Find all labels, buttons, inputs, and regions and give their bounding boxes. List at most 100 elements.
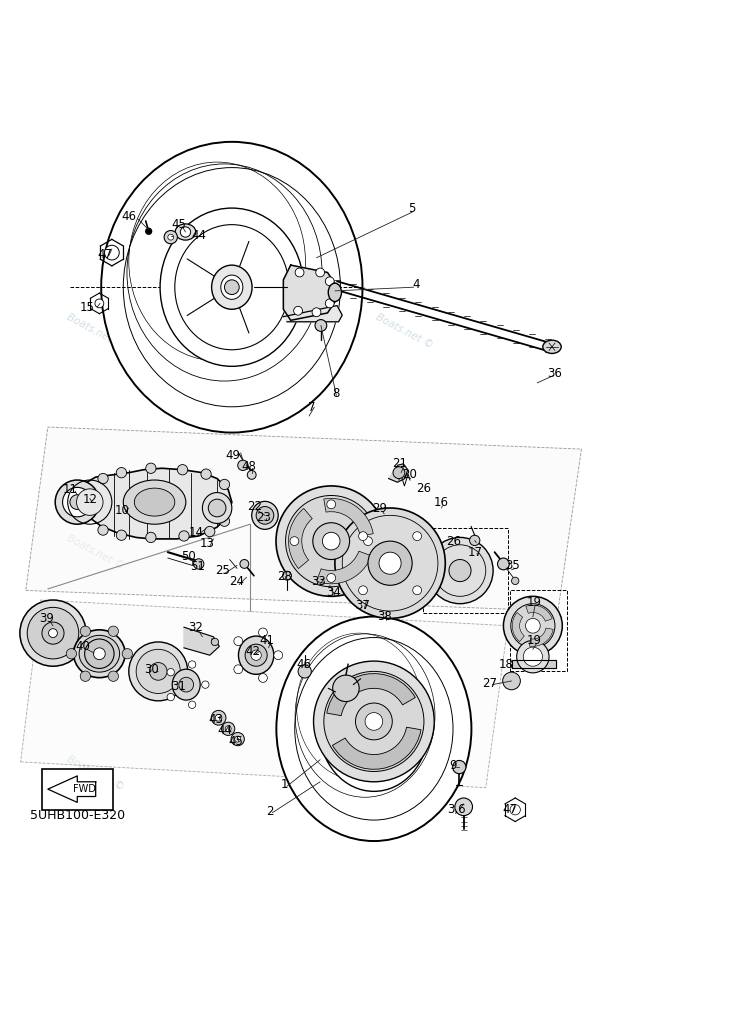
Text: Boats.net ©: Boats.net © — [66, 532, 126, 571]
Circle shape — [295, 268, 304, 277]
Text: 13: 13 — [200, 536, 215, 550]
Circle shape — [177, 464, 188, 474]
Circle shape — [167, 669, 174, 676]
Circle shape — [188, 660, 196, 669]
Ellipse shape — [252, 501, 278, 529]
Ellipse shape — [221, 275, 243, 300]
Circle shape — [365, 712, 383, 731]
Circle shape — [368, 542, 412, 585]
Wedge shape — [512, 613, 524, 641]
Circle shape — [208, 499, 226, 517]
Circle shape — [179, 678, 194, 692]
Circle shape — [298, 664, 311, 678]
Circle shape — [315, 320, 327, 331]
Circle shape — [80, 626, 91, 636]
Ellipse shape — [79, 635, 119, 673]
Text: 8: 8 — [333, 387, 340, 400]
Circle shape — [245, 644, 267, 666]
Wedge shape — [316, 552, 372, 584]
Circle shape — [258, 628, 267, 637]
Circle shape — [512, 577, 519, 584]
Wedge shape — [526, 606, 552, 621]
Ellipse shape — [238, 636, 274, 675]
Text: 34: 34 — [326, 586, 341, 599]
Circle shape — [453, 760, 466, 774]
Circle shape — [211, 710, 226, 725]
Text: 48: 48 — [241, 459, 256, 472]
Circle shape — [510, 805, 520, 815]
Circle shape — [194, 559, 204, 569]
Circle shape — [335, 508, 445, 619]
Circle shape — [503, 596, 562, 655]
Text: 40: 40 — [76, 640, 91, 653]
Wedge shape — [529, 628, 553, 646]
Circle shape — [324, 672, 424, 771]
Circle shape — [224, 279, 239, 295]
Circle shape — [313, 522, 350, 560]
Circle shape — [167, 693, 174, 701]
Circle shape — [180, 227, 191, 237]
Text: 29: 29 — [372, 502, 387, 515]
Text: 12: 12 — [82, 494, 97, 506]
Circle shape — [234, 637, 243, 645]
Circle shape — [358, 531, 367, 541]
Bar — [423, 528, 508, 613]
Circle shape — [116, 467, 127, 478]
Circle shape — [413, 531, 422, 541]
Circle shape — [523, 647, 542, 666]
Text: Boats.net ©: Boats.net © — [375, 754, 435, 792]
Circle shape — [358, 586, 367, 594]
Text: 36: 36 — [547, 367, 562, 380]
Text: 45: 45 — [171, 218, 186, 232]
Circle shape — [93, 648, 105, 659]
Text: 5: 5 — [408, 202, 416, 215]
Circle shape — [355, 703, 392, 740]
Text: 46: 46 — [297, 658, 311, 672]
Text: 26: 26 — [416, 482, 431, 495]
Text: 46: 46 — [121, 210, 136, 224]
Circle shape — [449, 560, 471, 581]
Text: 30: 30 — [144, 663, 159, 677]
Text: 43: 43 — [208, 713, 223, 725]
Text: 7: 7 — [308, 400, 316, 414]
Circle shape — [378, 509, 387, 517]
Polygon shape — [74, 468, 232, 538]
Circle shape — [122, 648, 132, 659]
Ellipse shape — [332, 681, 417, 777]
Circle shape — [393, 466, 405, 479]
Circle shape — [116, 530, 127, 541]
Ellipse shape — [74, 630, 125, 678]
Circle shape — [70, 495, 85, 509]
Circle shape — [238, 460, 248, 470]
Circle shape — [327, 573, 336, 582]
Circle shape — [146, 229, 152, 235]
Text: 25: 25 — [216, 564, 230, 577]
Text: 22: 22 — [247, 500, 262, 513]
Text: 51: 51 — [190, 561, 205, 573]
Text: 47: 47 — [503, 804, 517, 816]
Circle shape — [517, 640, 549, 673]
Circle shape — [322, 532, 340, 550]
Text: 3,6: 3,6 — [447, 804, 466, 816]
Polygon shape — [283, 306, 342, 322]
Circle shape — [179, 530, 189, 542]
Text: 9: 9 — [450, 759, 457, 772]
Circle shape — [77, 489, 103, 515]
Text: 21: 21 — [392, 457, 407, 470]
Circle shape — [80, 671, 91, 682]
Text: 41: 41 — [260, 634, 275, 647]
Circle shape — [256, 507, 274, 524]
Text: 18: 18 — [499, 658, 514, 672]
Circle shape — [225, 725, 231, 732]
Circle shape — [63, 488, 92, 517]
Wedge shape — [327, 674, 415, 715]
Polygon shape — [389, 464, 408, 483]
Ellipse shape — [160, 208, 304, 367]
Circle shape — [240, 560, 249, 568]
Text: 38: 38 — [378, 611, 392, 624]
Circle shape — [202, 681, 209, 688]
Text: Boats.net ©: Boats.net © — [66, 312, 126, 351]
Circle shape — [211, 638, 219, 645]
Text: 14: 14 — [188, 526, 203, 538]
Circle shape — [498, 558, 509, 570]
